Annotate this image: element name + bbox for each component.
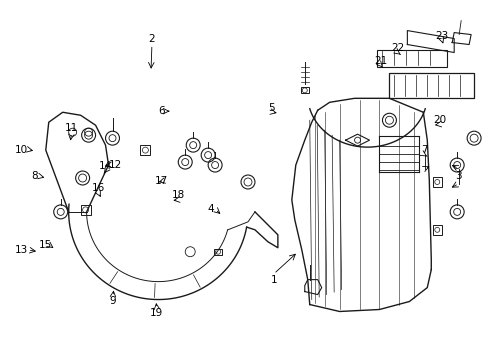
Bar: [140, 145, 150, 155]
Text: 14: 14: [99, 161, 112, 171]
Text: 10: 10: [15, 144, 28, 154]
Bar: [214, 249, 222, 255]
Text: 2: 2: [148, 35, 155, 44]
Text: 12: 12: [108, 160, 122, 170]
Text: 20: 20: [432, 115, 445, 125]
Text: 15: 15: [39, 240, 52, 250]
Text: 5: 5: [268, 103, 275, 113]
Text: 6: 6: [158, 106, 164, 116]
Bar: [432, 225, 441, 235]
Text: 3: 3: [455, 171, 461, 181]
Text: 13: 13: [15, 245, 28, 255]
Text: 11: 11: [65, 123, 78, 133]
Text: 16: 16: [92, 183, 105, 193]
Text: 9: 9: [109, 296, 116, 306]
Text: 8: 8: [31, 171, 37, 181]
Text: 18: 18: [172, 190, 185, 200]
Text: 21: 21: [373, 56, 386, 66]
Text: 7: 7: [421, 144, 427, 154]
Bar: [300, 87, 308, 93]
Bar: [388, 73, 473, 98]
Text: 17: 17: [155, 176, 168, 186]
Text: 19: 19: [150, 309, 163, 318]
Text: 1: 1: [270, 275, 277, 285]
Bar: [432, 177, 441, 187]
Text: 4: 4: [206, 204, 213, 215]
Bar: [81, 205, 90, 215]
Text: 22: 22: [390, 43, 404, 53]
Bar: [377, 50, 447, 67]
Text: 23: 23: [434, 31, 447, 41]
